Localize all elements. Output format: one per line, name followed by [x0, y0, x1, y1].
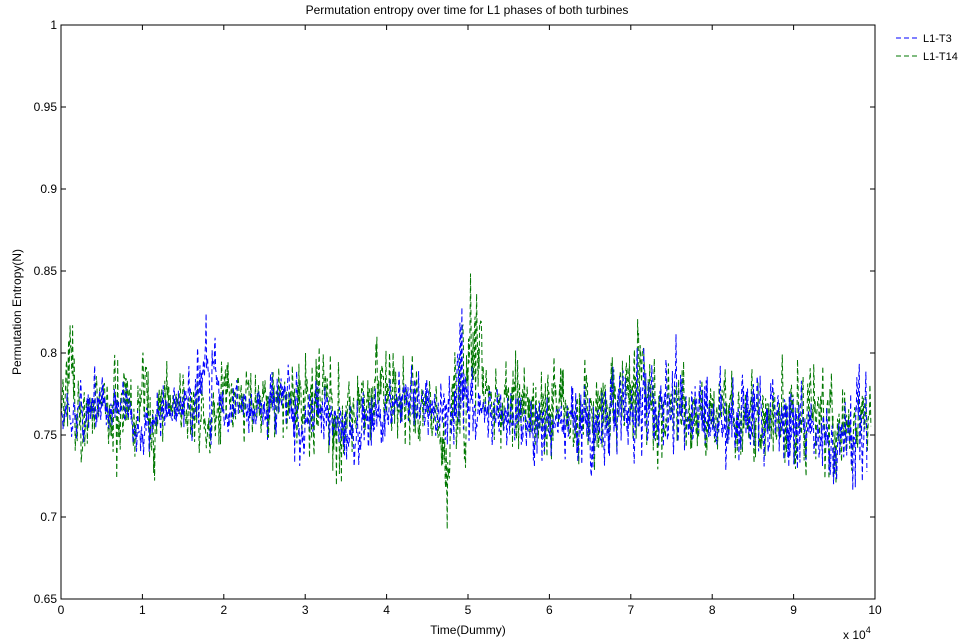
series-layer: [60, 273, 872, 530]
tick-layer: 0 1 2 3 4 5 6 7 8 9 10 0.65 0.7 0.75 0.8 0.85 0.9 0.95 1: [34, 18, 882, 617]
series-line-l1-t3: [60, 307, 868, 491]
x-axis-label: Time(Dummy): [430, 623, 506, 637]
x-tick-label: 9: [790, 603, 797, 617]
y-tick-label: 0.75: [34, 428, 58, 442]
y-tick-label: 0.7: [40, 510, 57, 524]
y-tick-label: 0.85: [34, 264, 58, 278]
x-exponent-power: 4: [866, 625, 871, 635]
x-tick-label: 5: [465, 603, 472, 617]
plot-area: [61, 25, 875, 599]
y-tick-label: 0.95: [34, 100, 58, 114]
legend-label-l1-t3: L1-T3: [923, 33, 952, 45]
x-tick-label: 0: [58, 603, 65, 617]
y-axis-label: Permutation Entropy(N): [10, 249, 24, 375]
y-tick-label: 0.8: [40, 346, 57, 360]
x-tick-label: 4: [383, 603, 390, 617]
legend-label-l1-t14: L1-T14: [923, 51, 958, 63]
x-tick-label: 3: [302, 603, 309, 617]
x-axis-exponent: x 104: [843, 625, 871, 642]
y-tick-label: 0.9: [40, 182, 57, 196]
y-tick-label: 1: [50, 18, 57, 32]
x-tick-label: 7: [627, 603, 634, 617]
y-tick-label: 0.65: [34, 592, 58, 606]
chart-title: Permutation entropy over time for L1 pha…: [306, 3, 629, 17]
x-exponent-base: x 10: [843, 628, 866, 642]
x-tick-label: 8: [709, 603, 716, 617]
x-tick-label: 2: [220, 603, 227, 617]
x-tick-label: 10: [868, 603, 882, 617]
x-tick-label: 6: [546, 603, 553, 617]
legend: L1-T3 L1-T14: [896, 33, 958, 63]
x-tick-label: 1: [139, 603, 146, 617]
